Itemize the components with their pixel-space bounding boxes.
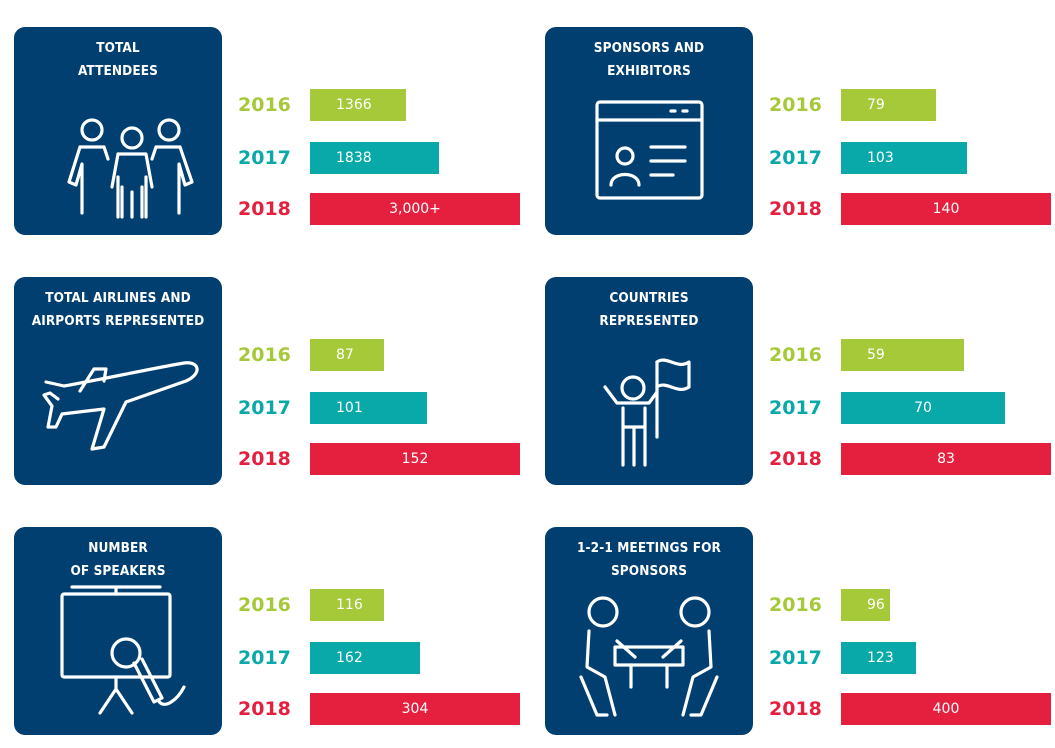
bar-2017: 1838 bbox=[310, 142, 439, 174]
sponsors-card: SPONSORS AND EXHIBITORS bbox=[545, 27, 753, 235]
bar-row-2017: 2017 1838 bbox=[14, 142, 534, 174]
bar-2018: 152 bbox=[310, 443, 520, 475]
people-group-icon bbox=[67, 118, 194, 219]
bar-value-label: 87 bbox=[336, 347, 354, 363]
bar-value-label: 162 bbox=[336, 650, 363, 666]
airlines-card: TOTAL AIRLINES AND AIRPORTS REPRESENTED bbox=[14, 277, 222, 485]
chart-title: NUMBER OF SPEAKERS bbox=[70, 540, 166, 579]
chart-title: COUNTRIES REPRESENTED bbox=[599, 290, 699, 329]
year-label: 2018 bbox=[238, 698, 291, 720]
bar-2017: 123 bbox=[841, 642, 916, 674]
speakers-panel: NUMBER OF SPEAKERS 2016 116 2017 162 2018 304 bbox=[14, 527, 534, 737]
browser-profile-icon bbox=[595, 100, 704, 200]
bar-row-2018: 2018 140 bbox=[545, 193, 1055, 225]
bar-row-2018: 2018 304 bbox=[14, 693, 534, 725]
year-label: 2018 bbox=[769, 448, 822, 470]
bar-2016: 87 bbox=[310, 339, 384, 371]
bar-value-label: 3,000+ bbox=[389, 201, 441, 217]
bar-value-label: 116 bbox=[336, 597, 363, 613]
year-label: 2018 bbox=[769, 198, 822, 220]
year-label: 2017 bbox=[238, 647, 291, 669]
bar-value-label: 70 bbox=[914, 400, 932, 416]
bar-2018: 140 bbox=[841, 193, 1051, 225]
bar-row-2016: 2016 1366 bbox=[14, 89, 534, 121]
chart-title: TOTAL AIRLINES AND AIRPORTS REPRESENTED bbox=[31, 290, 205, 329]
year-label: 2018 bbox=[238, 448, 291, 470]
bar-value-label: 79 bbox=[867, 97, 885, 113]
countries-panel: COUNTRIES REPRESENTED 2016 59 2017 70 2018 83 bbox=[545, 277, 1055, 487]
presentation-microphone-icon bbox=[60, 585, 186, 715]
bar-2017: 70 bbox=[841, 392, 1005, 424]
bar-row-2016: 2016 59 bbox=[545, 339, 1055, 371]
bar-2017: 162 bbox=[310, 642, 420, 674]
bar-2016: 116 bbox=[310, 589, 384, 621]
bar-2018: 304 bbox=[310, 693, 520, 725]
year-label: 2017 bbox=[238, 147, 291, 169]
year-label: 2016 bbox=[769, 94, 822, 116]
attendees-card: TOTAL ATTENDEES bbox=[14, 27, 222, 235]
bar-value-label: 152 bbox=[401, 451, 429, 467]
meetings-panel: 1-2-1 MEETINGS FOR SPONSORS 2016 96 2017 12… bbox=[545, 527, 1055, 737]
bar-value-label: 400 bbox=[932, 701, 960, 717]
bar-row-2017: 2017 123 bbox=[545, 642, 1055, 674]
bar-2017: 103 bbox=[841, 142, 967, 174]
airlines-panel: TOTAL AIRLINES AND AIRPORTS REPRESENTED … bbox=[14, 277, 534, 487]
bar-row-2018: 2018 152 bbox=[14, 443, 534, 475]
bar-value-label: 123 bbox=[867, 650, 894, 666]
bar-value-label: 101 bbox=[336, 400, 363, 416]
bar-2018: 3,000+ bbox=[310, 193, 520, 225]
bar-row-2017: 2017 162 bbox=[14, 642, 534, 674]
bar-row-2018: 2018 83 bbox=[545, 443, 1055, 475]
bar-value-label: 103 bbox=[867, 150, 894, 166]
bar-row-2017: 2017 70 bbox=[545, 392, 1055, 424]
person-flag-icon bbox=[603, 358, 691, 467]
bar-value-label: 1838 bbox=[336, 150, 372, 166]
year-label: 2017 bbox=[769, 647, 822, 669]
bar-2016: 59 bbox=[841, 339, 964, 371]
chart-title: TOTAL ATTENDEES bbox=[77, 40, 159, 79]
bar-2016: 96 bbox=[841, 589, 890, 621]
bar-row-2017: 2017 103 bbox=[545, 142, 1055, 174]
year-label: 2017 bbox=[769, 147, 822, 169]
year-label: 2017 bbox=[238, 397, 291, 419]
attendees-panel: TOTAL ATTENDEES 2016 1366 2017 1838 2018 3,00… bbox=[14, 27, 534, 237]
chart-title: 1-2-1 MEETINGS FOR SPONSORS bbox=[576, 540, 722, 579]
countries-card: COUNTRIES REPRESENTED bbox=[545, 277, 753, 485]
bar-row-2016: 2016 116 bbox=[14, 589, 534, 621]
year-label: 2016 bbox=[769, 344, 822, 366]
year-label: 2016 bbox=[238, 594, 291, 616]
bar-row-2016: 2016 87 bbox=[14, 339, 534, 371]
chart-title: SPONSORS AND EXHIBITORS bbox=[593, 40, 705, 79]
year-label: 2018 bbox=[769, 698, 822, 720]
bar-value-label: 83 bbox=[937, 451, 955, 467]
year-label: 2017 bbox=[769, 397, 822, 419]
bar-value-label: 140 bbox=[932, 201, 960, 217]
bar-row-2016: 2016 79 bbox=[545, 89, 1055, 121]
bar-2016: 1366 bbox=[310, 89, 406, 121]
meetings-card: 1-2-1 MEETINGS FOR SPONSORS bbox=[545, 527, 753, 735]
airplane-icon bbox=[42, 361, 199, 451]
bar-row-2016: 2016 96 bbox=[545, 589, 1055, 621]
bar-2017: 101 bbox=[310, 392, 427, 424]
meeting-table-icon bbox=[579, 596, 719, 717]
year-label: 2016 bbox=[238, 344, 291, 366]
bar-row-2018: 2018 400 bbox=[545, 693, 1055, 725]
bar-2018: 83 bbox=[841, 443, 1051, 475]
year-label: 2018 bbox=[238, 198, 291, 220]
speakers-card: NUMBER OF SPEAKERS bbox=[14, 527, 222, 735]
bar-row-2018: 2018 3,000+ bbox=[14, 193, 534, 225]
bar-value-label: 1366 bbox=[336, 97, 372, 113]
bar-row-2017: 2017 101 bbox=[14, 392, 534, 424]
bar-value-label: 59 bbox=[867, 347, 885, 363]
bar-2016: 79 bbox=[841, 89, 936, 121]
sponsors-panel: SPONSORS AND EXHIBITORS 2016 79 2017 103 201… bbox=[545, 27, 1055, 237]
bar-2018: 400 bbox=[841, 693, 1051, 725]
bar-value-label: 96 bbox=[867, 597, 885, 613]
year-label: 2016 bbox=[238, 94, 291, 116]
year-label: 2016 bbox=[769, 594, 822, 616]
bar-value-label: 304 bbox=[401, 701, 429, 717]
